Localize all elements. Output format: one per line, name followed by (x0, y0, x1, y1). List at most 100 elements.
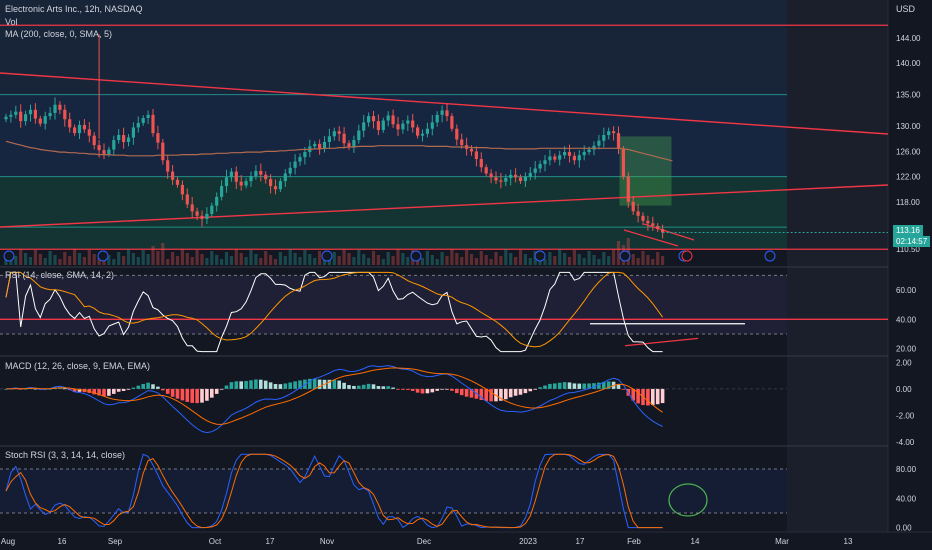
macd-histogram-bar (229, 382, 234, 389)
candle-body (303, 152, 307, 158)
stoch-tick-label: 80.00 (896, 465, 917, 474)
macd-histogram-bar (562, 382, 567, 389)
candle-body (318, 143, 322, 149)
macd-histogram-bar (23, 388, 28, 390)
volume-bar (269, 255, 273, 265)
candle-body (514, 174, 518, 178)
candle-body (567, 152, 572, 156)
volume-label[interactable]: Vol (5, 17, 18, 27)
candle-body (87, 129, 91, 136)
volume-bar (474, 258, 478, 265)
candle-body (430, 122, 434, 129)
volume-bar (376, 255, 380, 265)
zone-middle (0, 94, 787, 177)
macd-histogram-bar (141, 383, 145, 389)
candle-body (371, 116, 376, 122)
volume-bar (646, 255, 650, 265)
macd-histogram-bar (401, 388, 405, 390)
rsi-label[interactable]: RSI (14, close, SMA, 14, 2) (5, 270, 115, 280)
volume-bar (612, 249, 616, 265)
macd-histogram-bar (528, 388, 533, 392)
macd-histogram-bar (259, 379, 263, 389)
candle-body (53, 104, 57, 113)
volume-bar (587, 251, 591, 265)
time-axis-bg (0, 532, 932, 550)
volume-bar (205, 258, 209, 265)
macd-histogram-bar (508, 388, 513, 398)
volume-bar (53, 255, 57, 265)
volume-bar (582, 258, 586, 265)
volume-bars (4, 238, 665, 265)
volume-bar (602, 252, 606, 265)
price-tick-label: 110.50 (896, 245, 920, 254)
macd-histogram-bar (420, 388, 425, 394)
candle-body (411, 120, 415, 128)
macd-tick-label: -4.00 (896, 438, 915, 447)
volume-bar (28, 257, 33, 265)
macd-histogram-bar (210, 388, 214, 398)
candle-body (386, 115, 390, 121)
macd-histogram-bar (646, 388, 650, 406)
candle-body (229, 171, 233, 178)
candle-body (293, 161, 297, 168)
countdown-tag: 02:14:57 (893, 236, 931, 247)
candle-body (24, 114, 28, 122)
volume-bar (141, 250, 145, 265)
volume-bar (440, 252, 444, 265)
event-marker (764, 250, 776, 262)
time-tick-label: Oct (209, 537, 222, 546)
volume-bar (146, 254, 150, 265)
macd-histogram-bar (489, 388, 493, 402)
macd-histogram-bar (195, 388, 199, 404)
macd-histogram-bar (308, 378, 312, 389)
volume-bar (166, 259, 170, 265)
macd-histogram-bar (151, 384, 155, 389)
macd-tick-label: 2.00 (896, 358, 912, 367)
volume-bar (636, 258, 640, 265)
candle-body (401, 123, 405, 130)
descending-trendline (0, 72, 889, 135)
volume-bar (489, 259, 493, 265)
ma-label[interactable]: MA (200, close, 0, SMA, 5) (5, 29, 113, 39)
macd-histogram-bar (504, 388, 508, 400)
macd-histogram-bar (386, 386, 390, 389)
volume-bar (112, 259, 116, 265)
time-tick-label: 13 (844, 537, 853, 546)
wedge-line (623, 229, 679, 247)
macd-histogram-bar (112, 388, 116, 394)
candle-body (499, 180, 503, 182)
candle-body (58, 104, 62, 110)
macd-histogram-bar (406, 388, 410, 390)
macd-histogram-bar (533, 388, 537, 390)
macd-histogram-bar (445, 388, 449, 390)
volume-bar (171, 252, 175, 265)
macd-histogram-bar (126, 388, 131, 390)
volume-bar (107, 255, 111, 265)
macd-histogram-bar (273, 384, 278, 389)
macd-label[interactable]: MACD (12, 26, close, 9, EMA, EMA) (5, 361, 151, 371)
candle-body (367, 116, 371, 123)
volume-bar (220, 259, 224, 265)
time-tick-label: 14 (691, 537, 700, 546)
stoch-rsi-label[interactable]: Stoch RSI (3, 3, 14, 14, close) (5, 450, 126, 460)
candle-body (626, 176, 630, 202)
volume-bar (239, 253, 243, 265)
earnings-marker (681, 250, 693, 262)
macd-histogram-bar (430, 388, 435, 393)
macd-histogram-bar (410, 388, 415, 391)
macd-histogram-bar (415, 388, 420, 393)
candle-body (48, 112, 52, 117)
candle-body (224, 177, 229, 187)
volume-bar (435, 259, 439, 265)
macd-tick-label: 0.00 (896, 385, 912, 394)
volume-bar (504, 249, 508, 265)
macd-histogram-bar (205, 388, 209, 401)
macd-histogram-bar (185, 388, 190, 402)
macd-histogram-bar (102, 388, 106, 397)
symbol-title[interactable]: Electronic Arts Inc., 12h, NASDAQ (5, 4, 143, 14)
macd-histogram-bar (616, 384, 621, 389)
candle-body (504, 177, 508, 182)
stoch-k-line (5, 453, 663, 529)
rsi-tick-label: 40.00 (896, 315, 917, 324)
